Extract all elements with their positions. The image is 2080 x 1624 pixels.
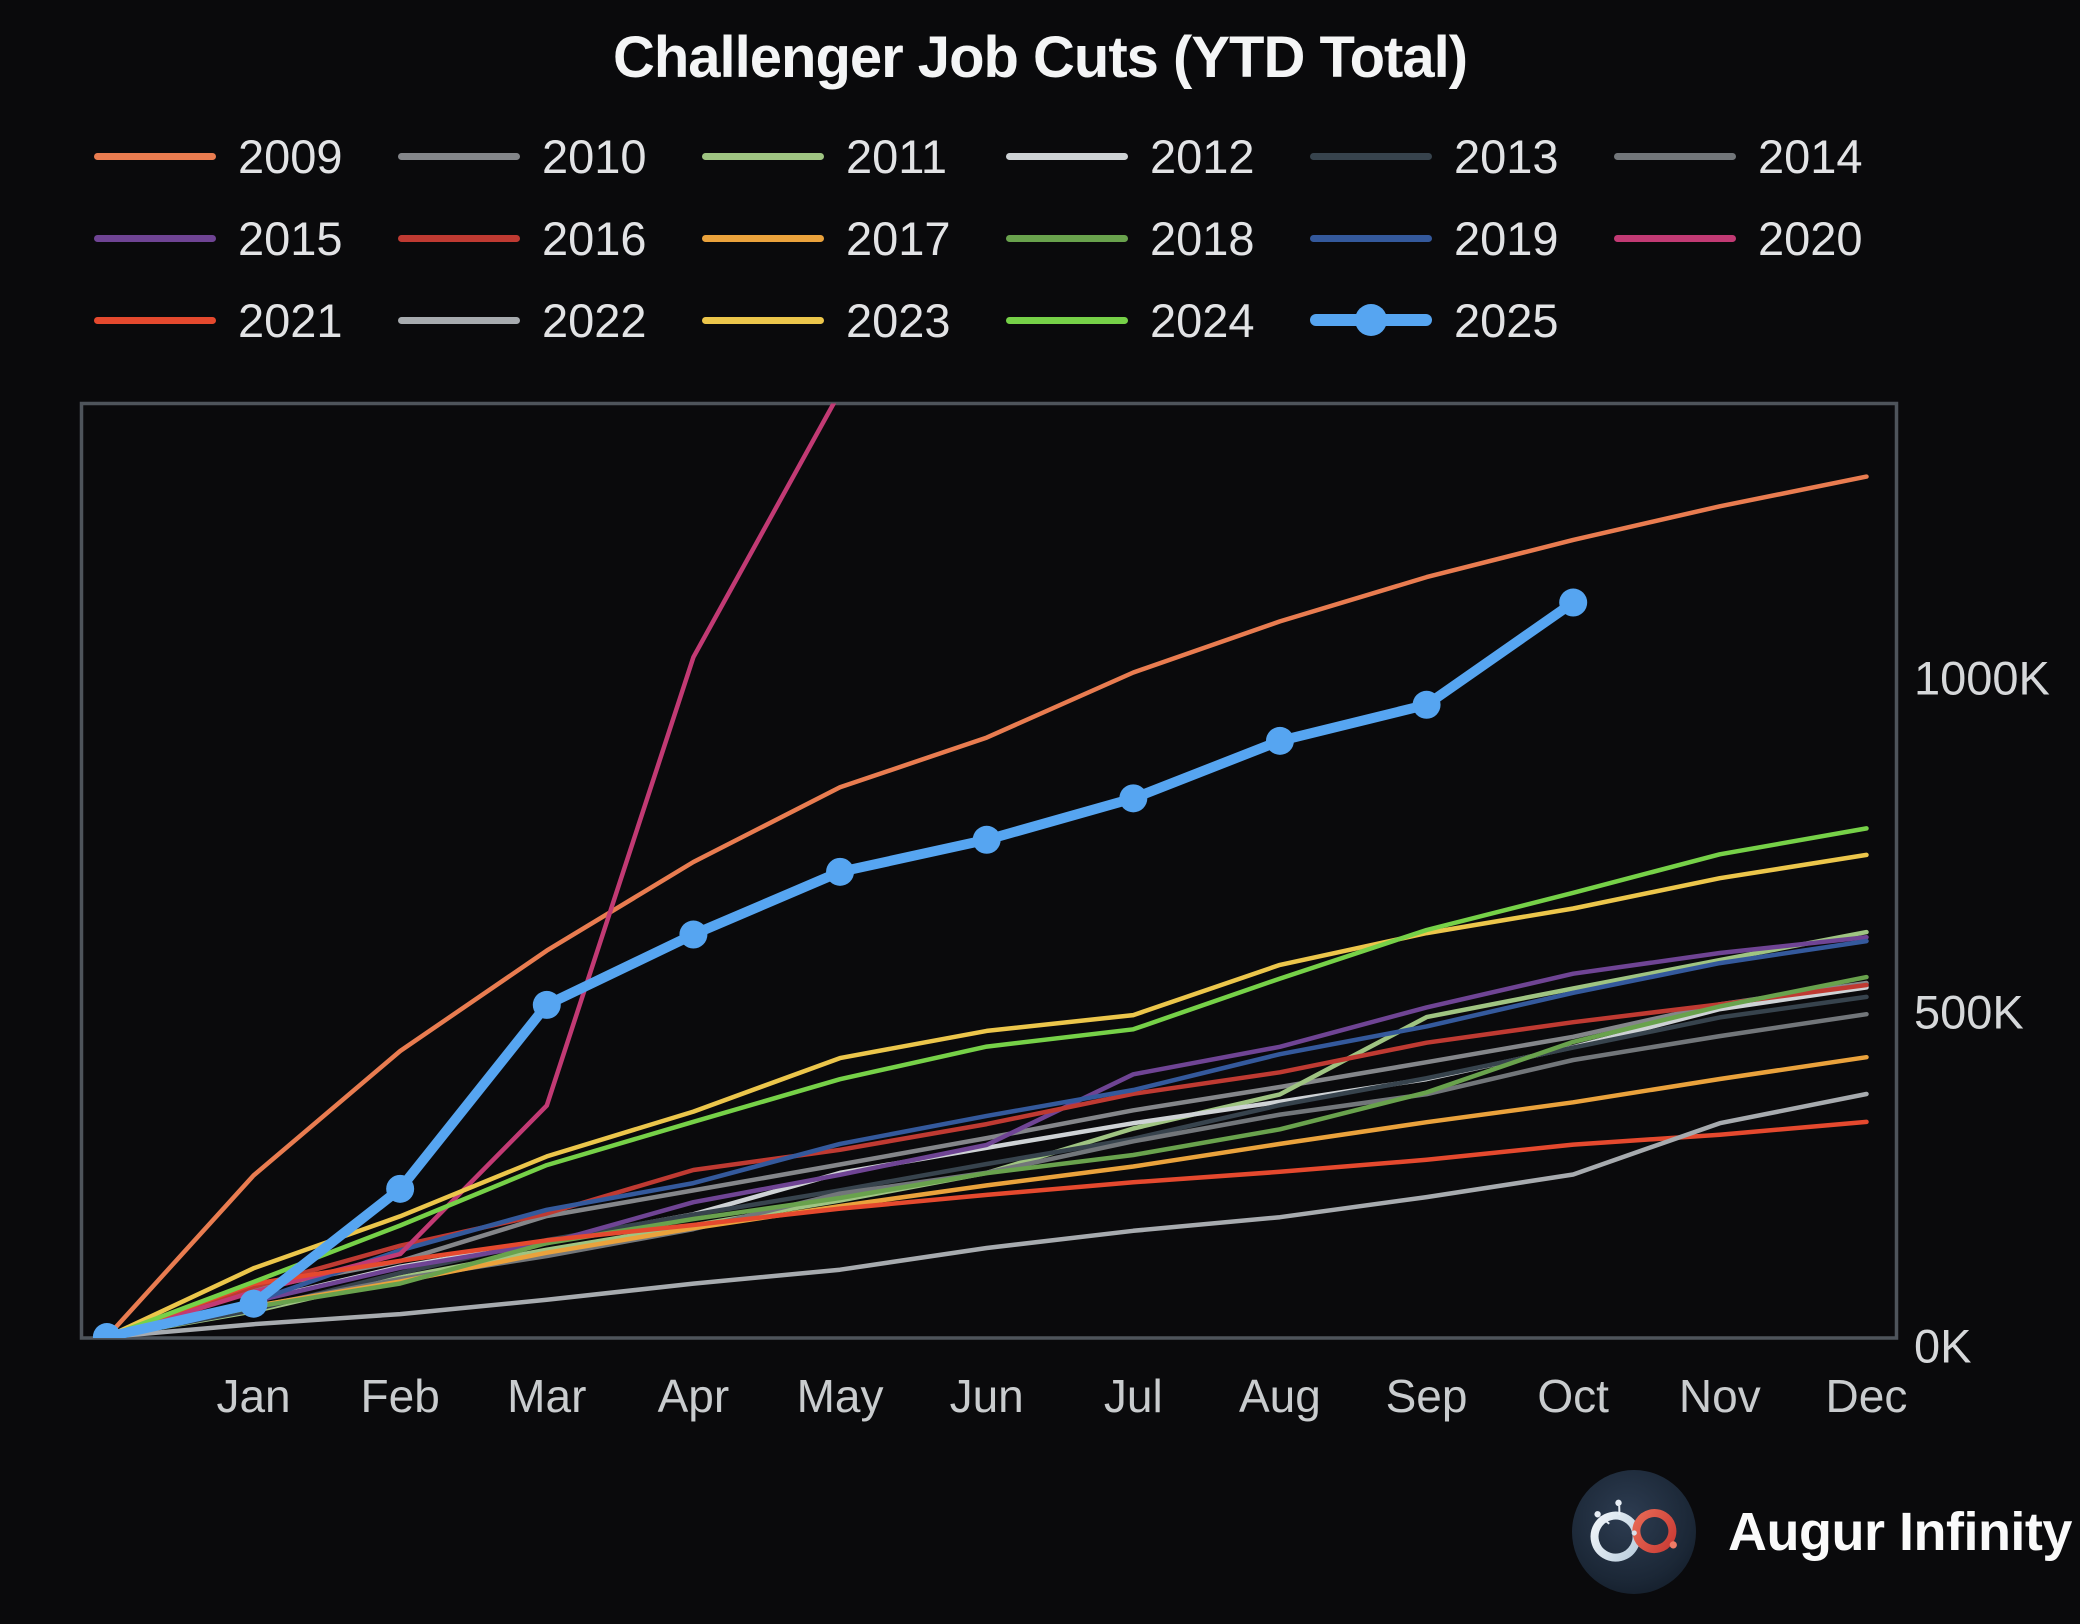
legend-item-2009: 2009	[94, 128, 398, 184]
x-tick-feb: Feb	[361, 1370, 440, 1422]
legend-swatch-2013	[1310, 152, 1432, 160]
legend-swatch-2016	[398, 234, 520, 242]
x-tick-aug: Aug	[1239, 1370, 1321, 1422]
legend-item-2012: 2012	[1006, 128, 1310, 184]
legend-swatch-2011	[702, 152, 824, 160]
legend-swatch-2012	[1006, 152, 1128, 160]
x-tick-apr: Apr	[658, 1370, 730, 1422]
legend-item-2024: 2024	[1006, 292, 1310, 348]
y-tick-0k: 0K	[1914, 1320, 1972, 1373]
legend-swatch-2009	[94, 152, 216, 160]
series-line-2019	[104, 938, 1869, 1338]
legend-item-2020: 2020	[1614, 210, 1918, 266]
legend-label-2020: 2020	[1758, 211, 1863, 265]
legend-label-2019: 2019	[1454, 211, 1559, 265]
legend-label-2021: 2021	[238, 293, 343, 347]
legend-item-2023: 2023	[702, 292, 1006, 348]
legend-swatch-2024	[1006, 316, 1128, 324]
x-tick-mar: Mar	[507, 1370, 586, 1422]
y-tick-500k: 500K	[1914, 986, 2024, 1039]
legend-label-2022: 2022	[542, 293, 647, 347]
legend-item-2025: 2025	[1310, 292, 1614, 348]
x-tick-jul: Jul	[1104, 1370, 1163, 1422]
legend-label-2010: 2010	[542, 129, 647, 183]
legend-label-2025: 2025	[1454, 293, 1559, 347]
legend-swatch-2015	[94, 234, 216, 242]
legend: 2009 2010 2011 2012 2013 2014 2015 2016 2017 2018…	[94, 128, 1918, 348]
series-line-2024	[104, 826, 1869, 1338]
legend-item-2019: 2019	[1310, 210, 1614, 266]
legend-swatch-2018	[1006, 234, 1128, 242]
x-tick-dec: Dec	[1826, 1370, 1908, 1422]
legend-swatch-2017	[702, 234, 824, 242]
legend-item-2021: 2021	[94, 292, 398, 348]
series-line-2023	[104, 852, 1869, 1338]
chart-title: Challenger Job Cuts (YTD Total)	[612, 25, 1468, 90]
legend-item-2014: 2014	[1614, 128, 1918, 184]
legend-label-2011: 2011	[846, 129, 948, 183]
x-tick-jun: Jun	[950, 1370, 1024, 1422]
legend-item-2016: 2016	[398, 210, 702, 266]
legend-item-2022: 2022	[398, 292, 702, 348]
legend-swatch-2025	[1310, 304, 1432, 336]
legend-item-2017: 2017	[702, 210, 1006, 266]
legend-item-2015: 2015	[94, 210, 398, 266]
legend-swatch-2010	[398, 152, 520, 160]
legend-swatch-2020	[1614, 234, 1736, 242]
legend-label-2014: 2014	[1758, 129, 1863, 183]
legend-item-2013: 2013	[1310, 128, 1614, 184]
series-line-2015	[104, 934, 1869, 1338]
legend-swatch-dot-2025	[1355, 304, 1387, 336]
plot-border	[79, 401, 1899, 1340]
series-line-2025	[101, 597, 1579, 1338]
series-line-2009	[104, 474, 1869, 1338]
x-tick-jan: Jan	[216, 1370, 290, 1422]
series-line-2018	[104, 974, 1869, 1338]
series-line-2016	[104, 982, 1869, 1338]
series-line-2013	[104, 994, 1869, 1338]
legend-swatch-2014	[1614, 152, 1736, 160]
legend-label-2024: 2024	[1150, 293, 1255, 347]
x-tick-nov: Nov	[1679, 1370, 1761, 1422]
brand-watermark: Augur Infinity	[1570, 1468, 2072, 1596]
legend-swatch-2021	[94, 316, 216, 324]
x-tick-oct: Oct	[1537, 1370, 1609, 1422]
legend-item-2018: 2018	[1006, 210, 1310, 266]
legend-label-2018: 2018	[1150, 211, 1255, 265]
legend-label-2013: 2013	[1454, 129, 1559, 183]
x-tick-may: May	[797, 1370, 884, 1422]
series-line-2022	[104, 1091, 1869, 1338]
brand-name: Augur Infinity	[1728, 1502, 2072, 1562]
series-markers-2025	[92, 588, 1588, 1338]
x-tick-sep: Sep	[1386, 1370, 1468, 1422]
legend-item-2010: 2010	[398, 128, 702, 184]
brand-logo-infinity-icon	[1572, 1470, 1696, 1594]
legend-item-2011: 2011	[702, 128, 1006, 184]
legend-label-2012: 2012	[1150, 129, 1255, 183]
legend-label-2017: 2017	[846, 211, 951, 265]
legend-label-2009: 2009	[238, 129, 343, 183]
legend-swatch-2022	[398, 316, 520, 324]
legend-swatch-2019	[1310, 234, 1432, 242]
legend-label-2016: 2016	[542, 211, 647, 265]
series-line-2021	[104, 1119, 1869, 1338]
y-tick-1000k: 1000K	[1914, 652, 2050, 705]
legend-swatch-2023	[702, 316, 824, 324]
legend-label-2015: 2015	[238, 211, 343, 265]
series-line-2020	[104, 403, 837, 1338]
legend-label-2023: 2023	[846, 293, 951, 347]
